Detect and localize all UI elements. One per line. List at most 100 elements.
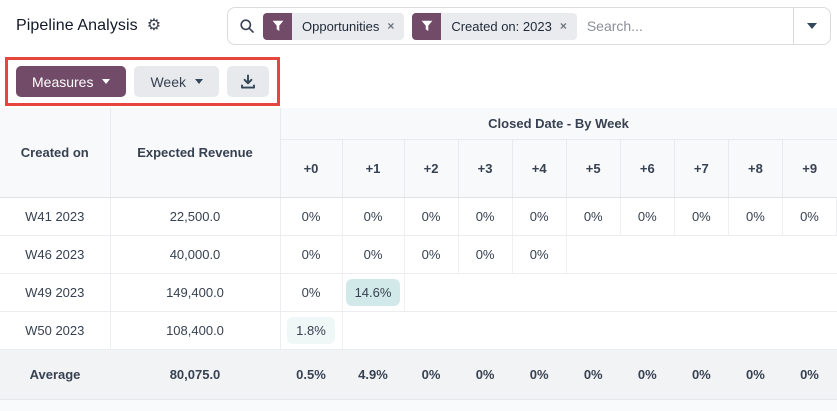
period-header: +1 [341,138,405,198]
average-label: Average [0,348,110,400]
cohort-row-w41-2023: W41 2023 22,500.0 0% 0% 0% 0% 0% 0% 0% 0… [0,197,837,236]
cohort-cell[interactable]: 0% [511,235,567,274]
cohort-cell[interactable]: 0% [673,197,729,236]
average-cell[interactable]: 0.5% [280,348,342,400]
cohort-cell-empty [620,273,675,312]
filter-facet-opportunities[interactable]: Opportunities × [263,12,405,40]
row-revenue: 149,400.0 [110,273,281,312]
gear-icon[interactable]: ⚙ [146,17,162,34]
average-cell[interactable]: 0% [674,348,729,400]
row-revenue: 22,500.0 [110,197,281,236]
cohort-cell-empty [512,311,567,350]
row-revenue: 40,000.0 [110,235,281,274]
filter-facet-created-on-2023[interactable]: Created on: 2023 × [412,12,577,40]
average-cell[interactable]: 0% [404,348,459,400]
cohort-cell[interactable]: 0% [279,273,343,312]
cohort-row-w46-2023: W46 2023 40,000.0 0% 0% 0% 0% 0% [0,235,837,274]
cohort-cell-empty [620,311,675,350]
cohort-cell[interactable]: 0% [341,197,405,236]
measures-button-label: Measures [32,73,94,90]
period-header: +4 [511,138,567,198]
row-revenue: 108,400.0 [110,311,281,350]
cohort-cell[interactable]: 0% [565,197,621,236]
cohort-cell-empty [512,273,567,312]
cohort-cell[interactable]: 0% [279,197,343,236]
search-bar[interactable]: Opportunities × Created on: 2023 × [227,7,831,45]
average-row: Average 80,075.0 0.5% 4.9% 0% 0% 0% 0% 0… [0,348,837,400]
cohort-cell-empty [728,311,783,350]
cohort-cell[interactable]: 0% [403,235,459,274]
search-input[interactable] [584,17,785,35]
cohort-cell[interactable]: 14.6% [341,273,405,312]
cohort-cell-empty [566,311,621,350]
cohort-cell-empty [674,273,729,312]
average-cell[interactable]: 0% [782,348,837,400]
search-icon [239,18,255,34]
row-label: W41 2023 [0,197,111,236]
column-group-header: Closed Date - By Week [279,108,837,140]
cohort-cell[interactable]: 0% [457,197,513,236]
average-cell[interactable]: 0% [458,348,513,400]
search-dropdown-toggle[interactable] [793,8,830,44]
cohort-cell-empty [566,235,621,274]
chevron-down-icon [195,79,204,84]
cohort-row-w50-2023: W50 2023 108,400.0 1.8% [0,311,837,350]
period-header: +8 [727,138,783,198]
period-header: +5 [565,138,621,198]
average-cell[interactable]: 0% [728,348,783,400]
breadcrumb: Pipeline Analysis ⚙ [16,17,161,35]
cohort-cell-empty [458,311,513,350]
cohort-cell-empty [404,273,459,312]
period-header: +9 [781,138,837,198]
cohort-cell[interactable]: 0% [457,235,513,274]
top-bar: Pipeline Analysis ⚙ Opportunities × [0,0,837,52]
period-header: +0 [280,138,343,198]
average-cell[interactable]: 0% [512,348,567,400]
column-header-created-on: Created on [0,108,111,198]
cohort-cell[interactable]: 0% [619,197,675,236]
period-header: +6 [619,138,675,198]
cohort-cell-empty [674,311,729,350]
cohort-cell-empty [620,235,675,274]
cohort-cell[interactable]: 1.8% [279,311,343,350]
facet-label: Created on: 2023 [451,18,552,34]
annotation-highlight-box: Measures Week [5,57,281,106]
cohort-cell-empty [404,311,459,350]
period-header: +7 [673,138,729,198]
cohort-cell-empty [782,273,837,312]
cohort-cell[interactable]: 0% [727,197,783,236]
average-revenue: 80,075.0 [110,348,280,400]
cohort-cell[interactable]: 0% [341,235,405,274]
cohort-cell-empty [782,235,837,274]
measures-button[interactable]: Measures [16,66,127,97]
cohort-cell-empty [342,311,404,350]
filter-icon [263,12,292,40]
chevron-down-icon [102,79,111,84]
cohort-cell-empty [674,235,729,274]
cohort-cell-empty [782,311,837,350]
cohort-cell[interactable]: 0% [279,235,343,274]
average-cell[interactable]: 0% [620,348,675,400]
facet-label: Opportunities [302,18,380,34]
facet-remove-icon[interactable]: × [559,19,567,33]
interval-button-label: Week [150,73,187,90]
facet-remove-icon[interactable]: × [387,19,395,33]
period-header: +2 [403,138,459,198]
interval-week-button[interactable]: Week [134,66,220,97]
content-background [0,399,837,411]
page-title: Pipeline Analysis [16,17,138,34]
cohort-row-w49-2023: W49 2023 149,400.0 0% 14.6% [0,273,837,312]
cohort-cell-empty [728,235,783,274]
row-label: W46 2023 [0,235,111,274]
cohort-cell[interactable]: 0% [511,197,567,236]
cohort-cell[interactable]: 0% [781,197,837,236]
average-cell[interactable]: 4.9% [342,348,404,400]
chevron-down-icon [807,23,817,29]
cohort-cell-empty [458,273,513,312]
filter-icon [412,12,442,40]
column-header-expected-revenue: Expected Revenue [109,108,281,198]
cohort-cell[interactable]: 0% [403,197,459,236]
download-button[interactable] [227,66,270,97]
average-cell[interactable]: 0% [566,348,621,400]
cohort-table: Created on Expected Revenue Closed Date … [0,108,837,400]
